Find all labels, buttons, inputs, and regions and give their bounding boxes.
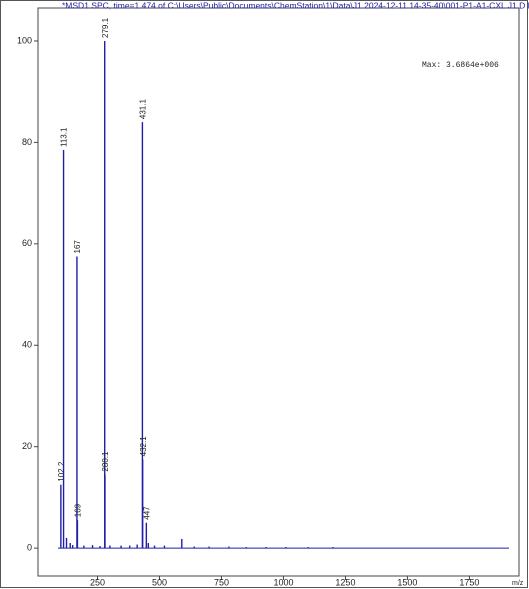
y-tick-label: 40 (22, 340, 32, 350)
plot-frame (37, 7, 520, 577)
x-axis-label: m/z (512, 580, 524, 587)
peak-label: 169 (74, 503, 83, 517)
x-tick-label: 250 (90, 577, 105, 587)
x-tick-label: 500 (152, 577, 167, 587)
x-tick-label: 1500 (397, 577, 417, 587)
x-tick-label: 1750 (459, 577, 479, 587)
y-tick-label: 80 (22, 137, 32, 147)
y-tick-label: 0 (27, 542, 32, 552)
peak-label: 432.1 (139, 436, 148, 457)
peak-label: 279.1 (101, 17, 110, 38)
peak-label: 447 (142, 506, 151, 520)
x-tick-label: 750 (214, 577, 229, 587)
y-tick-label: 20 (22, 441, 32, 451)
y-tick-label: 100 (17, 35, 32, 45)
peak-label: 113.1 (60, 127, 69, 147)
peak-label: 431.1 (139, 99, 148, 120)
y-tick-label: 60 (22, 238, 32, 248)
peak-label: 102.2 (57, 461, 66, 482)
x-tick-label: 1250 (335, 577, 355, 587)
chart-title: *MSD1 SPC, time=1.474 of C:\Users\Public… (62, 0, 529, 10)
peak-label: 280.1 (101, 451, 110, 472)
peak-label: 167 (73, 240, 82, 254)
max-annotation: Max: 3.6864e+006 (422, 61, 499, 70)
x-tick-label: 1000 (273, 577, 293, 587)
